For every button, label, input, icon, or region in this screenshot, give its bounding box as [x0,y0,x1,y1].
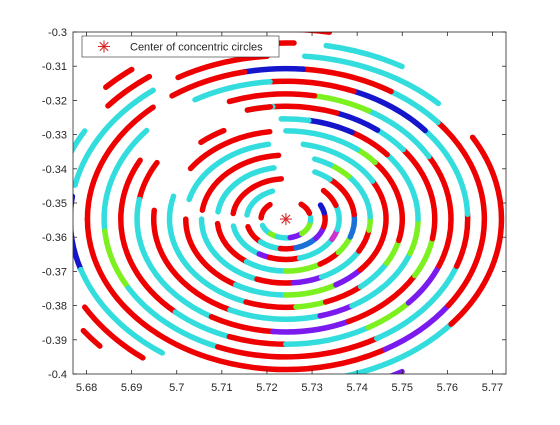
legend: Center of concentric circles [82,36,279,57]
x-tick-label: 5.74 [346,382,367,394]
x-tick-label: 5.72 [256,382,277,394]
legend-marker-icon [98,41,110,53]
x-tick-label: 5.7 [169,382,184,394]
y-tick-label: -0.37 [42,266,67,278]
center-asterisk-icon [280,213,292,225]
legend-entry-label: Center of concentric circles [130,42,263,54]
y-tick-label: -0.4 [48,369,67,381]
ring-9-segment-12 [247,107,270,110]
y-tick-label: -0.35 [42,198,67,210]
ring-2-segment-7 [321,205,325,213]
y-tick-label: -0.3 [48,27,67,39]
y-tick-label: -0.36 [42,232,67,244]
ring-3-segment-6 [336,205,339,229]
y-tick-label: -0.38 [42,301,67,313]
x-tick-label: 5.69 [121,382,142,394]
y-tick-label: -0.39 [42,335,67,347]
x-tick-label: 5.71 [211,382,232,394]
x-tick-label: 5.76 [437,382,458,394]
x-tick-label: 5.73 [301,382,322,394]
y-tick-label: -0.32 [42,95,67,107]
y-tick-label: -0.33 [42,130,67,142]
y-tick-label: -0.34 [42,164,67,176]
ring-8-segment-9 [281,119,309,121]
ring-12-segment-9 [245,69,304,72]
x-tick-label: 5.75 [392,382,413,394]
ring-3-segment-3 [269,257,299,259]
y-tick-label: -0.31 [42,61,67,73]
center-marker [280,213,292,225]
x-tick-label: 5.68 [76,382,97,394]
legend-asterisk-icon [98,41,110,53]
x-tick-label: 5.77 [482,382,503,394]
